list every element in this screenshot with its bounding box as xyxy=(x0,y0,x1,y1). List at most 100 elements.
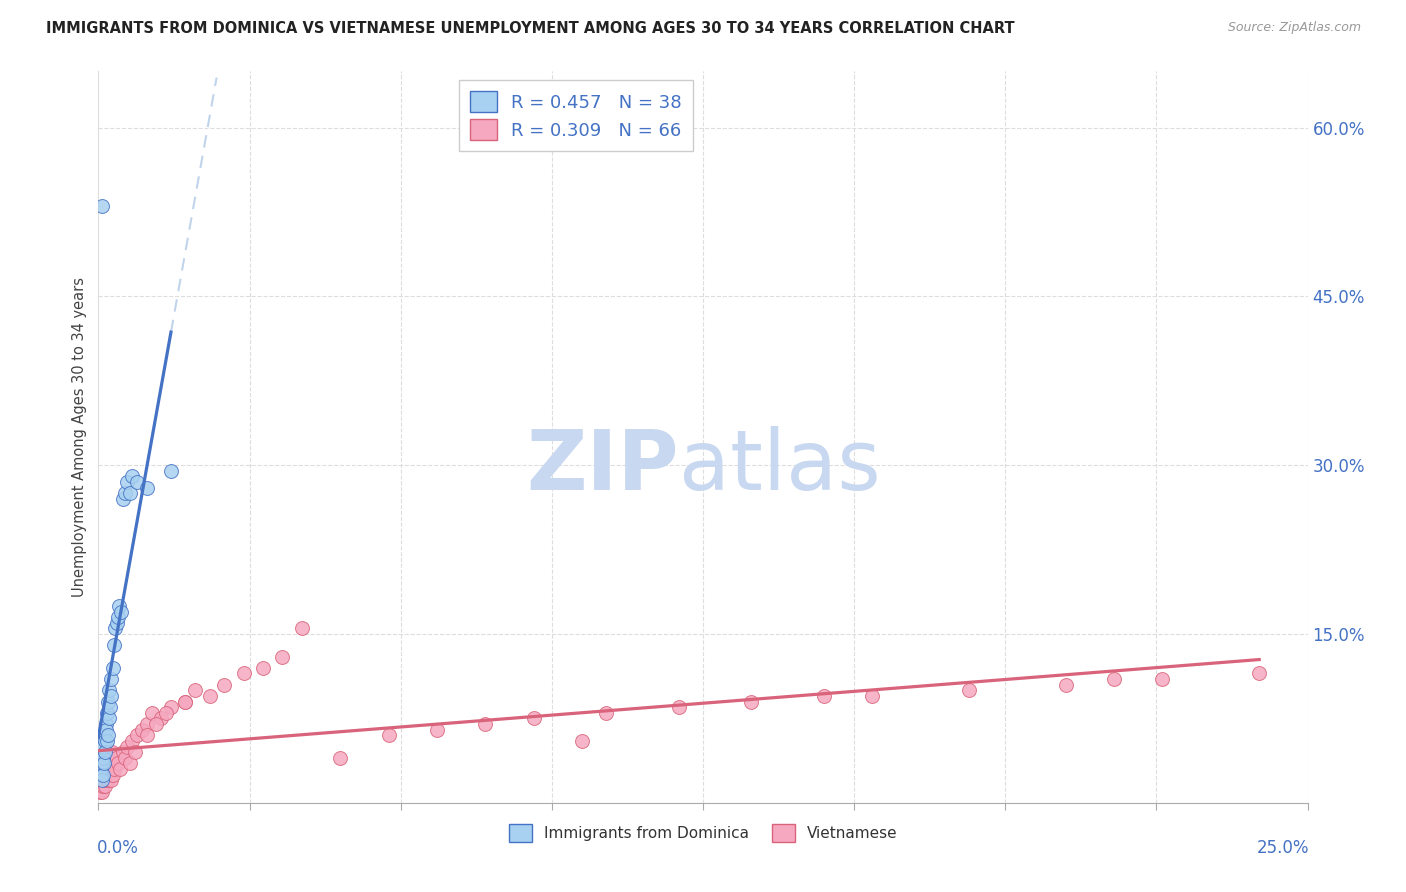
Point xyxy=(1249,666,1271,681)
Point xyxy=(103,638,125,652)
Point xyxy=(1054,678,1077,692)
Y-axis label: Unemployment Among Ages 30 to 34 years: Unemployment Among Ages 30 to 34 years xyxy=(72,277,87,597)
Point xyxy=(96,751,118,765)
Point xyxy=(571,734,593,748)
Point xyxy=(813,689,835,703)
Point xyxy=(474,717,496,731)
Text: ZIP: ZIP xyxy=(526,425,679,507)
Point xyxy=(127,475,149,489)
Point xyxy=(91,784,114,798)
Text: 25.0%: 25.0% xyxy=(1257,839,1309,857)
Point xyxy=(135,481,157,495)
Point xyxy=(121,734,143,748)
Point xyxy=(98,756,121,771)
Point xyxy=(329,751,352,765)
Point xyxy=(135,728,157,742)
Point xyxy=(104,751,127,765)
Point xyxy=(595,706,617,720)
Point xyxy=(668,700,690,714)
Point xyxy=(100,689,122,703)
Point xyxy=(104,621,127,635)
Point xyxy=(93,773,115,788)
Point xyxy=(740,694,762,708)
Point xyxy=(90,767,112,781)
Point xyxy=(97,762,120,776)
Point xyxy=(114,751,136,765)
Point xyxy=(96,723,118,737)
Point xyxy=(1102,672,1125,686)
Point xyxy=(111,491,134,506)
Point xyxy=(108,599,131,613)
Point xyxy=(114,486,136,500)
Point xyxy=(90,779,112,793)
Point xyxy=(91,751,114,765)
Point xyxy=(1152,672,1174,686)
Point xyxy=(107,756,129,771)
Point xyxy=(96,756,118,771)
Point xyxy=(131,723,153,737)
Point xyxy=(860,689,883,703)
Text: atlas: atlas xyxy=(679,425,880,507)
Point xyxy=(97,694,120,708)
Point xyxy=(118,756,141,771)
Point xyxy=(94,762,117,776)
Point xyxy=(184,683,207,698)
Point xyxy=(93,728,115,742)
Point xyxy=(96,706,118,720)
Point xyxy=(108,762,131,776)
Point xyxy=(523,711,546,725)
Point xyxy=(290,621,312,635)
Point xyxy=(107,610,129,624)
Point xyxy=(94,745,117,759)
Point xyxy=(232,666,254,681)
Point xyxy=(101,767,124,781)
Point xyxy=(111,745,134,759)
Point xyxy=(97,773,120,788)
Point xyxy=(174,694,197,708)
Point xyxy=(94,717,117,731)
Point xyxy=(103,762,125,776)
Point xyxy=(91,199,114,213)
Point xyxy=(160,700,183,714)
Point xyxy=(271,649,294,664)
Point xyxy=(117,739,139,754)
Point xyxy=(98,767,121,781)
Point xyxy=(174,694,197,708)
Point xyxy=(90,762,112,776)
Point xyxy=(97,683,120,698)
Point xyxy=(117,475,139,489)
Point xyxy=(155,706,177,720)
Point xyxy=(101,745,124,759)
Point xyxy=(150,711,173,725)
Point xyxy=(91,762,114,776)
Point xyxy=(110,605,132,619)
Text: 0.0%: 0.0% xyxy=(97,839,139,857)
Point xyxy=(91,739,114,754)
Point xyxy=(93,734,115,748)
Text: Source: ZipAtlas.com: Source: ZipAtlas.com xyxy=(1227,21,1361,35)
Point xyxy=(252,661,274,675)
Point xyxy=(91,756,114,771)
Legend: Immigrants from Dominica, Vietnamese: Immigrants from Dominica, Vietnamese xyxy=(502,818,904,847)
Point xyxy=(198,689,221,703)
Point xyxy=(121,469,143,483)
Point xyxy=(91,767,114,781)
Point xyxy=(96,767,118,781)
Point xyxy=(97,728,120,742)
Point xyxy=(377,728,399,742)
Point xyxy=(100,773,122,788)
Point xyxy=(212,678,235,692)
Text: IMMIGRANTS FROM DOMINICA VS VIETNAMESE UNEMPLOYMENT AMONG AGES 30 TO 34 YEARS CO: IMMIGRANTS FROM DOMINICA VS VIETNAMESE U… xyxy=(46,21,1015,37)
Point xyxy=(90,773,112,788)
Point xyxy=(93,779,115,793)
Point xyxy=(98,700,121,714)
Point xyxy=(160,464,183,478)
Point xyxy=(96,734,118,748)
Point xyxy=(90,767,112,781)
Point xyxy=(105,615,128,630)
Point xyxy=(100,672,122,686)
Point xyxy=(93,756,115,771)
Point xyxy=(141,706,163,720)
Point xyxy=(118,486,141,500)
Point xyxy=(94,773,117,788)
